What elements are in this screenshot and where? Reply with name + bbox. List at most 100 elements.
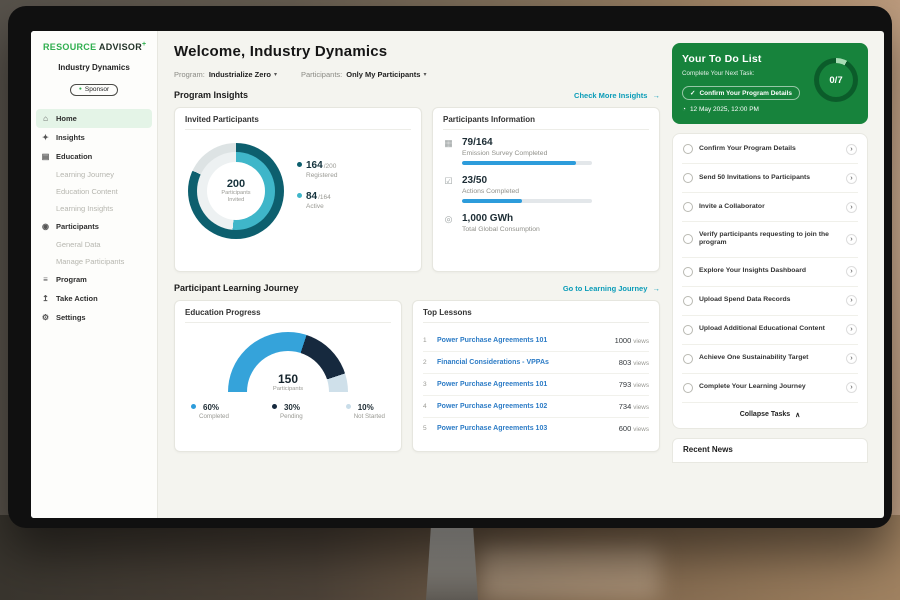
task-checkbox[interactable] [683,354,693,364]
chevron-right-icon[interactable]: › [846,353,857,364]
chevron-right-icon[interactable]: › [846,202,857,213]
background-highlight [480,545,660,600]
sidebar-item-learning-insights[interactable]: Learning Insights [31,200,157,217]
legend-value: 164 [306,160,323,171]
education-progress-card: Education Progress 150 Participants [174,300,402,452]
task-row[interactable]: Upload Spend Data Records › [682,287,858,316]
task-label: Explore Your Insights Dashboard [699,267,840,276]
logo-plus: + [142,41,146,48]
legend-entry-not-started: 10% Not Started [346,403,385,420]
org-block: Industry Dynamics ● Sponsor [31,61,157,104]
sidebar-item-participants[interactable]: ◉ Participants [31,217,157,236]
task-row[interactable]: Verify participants requesting to join t… [682,222,858,258]
legend-entry-active: 84 /164 Active [297,191,337,210]
legend-value: 84 [306,191,317,202]
lesson-link[interactable]: Power Purchase Agreements 101 [437,381,613,388]
sidebar-item-education-content[interactable]: Education Content [31,183,157,200]
sponsor-dot-icon: ● [79,87,82,92]
lesson-link[interactable]: Power Purchase Agreements 102 [437,403,613,410]
sidebar-item-settings[interactable]: ⚙ Settings [31,308,157,327]
legend-pct: 10% [358,403,374,412]
lesson-views: 1000views [615,336,649,345]
stat-label: Total Global Consumption [462,226,540,233]
page-title: Welcome, Industry Dynamics [174,43,660,60]
sidebar-item-label: Learning Insights [56,204,113,213]
org-name: Industry Dynamics [31,63,157,72]
legend-entry-completed: 60% Completed [191,403,229,420]
task-row[interactable]: Invite a Collaborator › [682,193,858,222]
chevron-right-icon[interactable]: › [846,234,857,245]
next-task-time-label: 12 May 2025, 12:00 PM [690,106,759,113]
legend-label: Registered [306,172,337,179]
link-label: Check More Insights [574,91,647,100]
task-row[interactable]: Achieve One Sustainability Target › [682,345,858,374]
program-filter-dropdown[interactable]: Program: Industrialize Zero ▾ [174,70,277,79]
sidebar-item-manage-participants[interactable]: Manage Participants [31,253,157,270]
donut-center-value: 200 [227,178,245,190]
recent-news-title: Recent News [683,445,733,454]
chevron-right-icon[interactable]: › [846,144,857,155]
learning-journey-header: Participant Learning Journey Go to Learn… [174,283,660,293]
legend-entry-registered: 164 /200 Registered [297,160,337,179]
legend-dot-active [297,193,302,198]
legend-dot-not-started [346,404,351,409]
sidebar-item-take-action[interactable]: ↥ Take Action [31,289,157,308]
collapse-tasks-label: Collapse Tasks [740,411,790,418]
stat-label: Actions Completed [462,188,592,195]
task-checkbox[interactable] [683,144,693,154]
task-checkbox[interactable] [683,325,693,335]
task-row[interactable]: Upload Additional Educational Content › [682,316,858,345]
chevron-right-icon[interactable]: › [846,266,857,277]
lesson-row: 2 Financial Considerations - VPPAs 803vi… [423,352,649,374]
task-checkbox[interactable] [683,202,693,212]
gauge-legend: 60% Completed 30% Pending [185,403,391,420]
lesson-link[interactable]: Financial Considerations - VPPAs [437,359,613,366]
sidebar-item-general-data[interactable]: General Data [31,236,157,253]
chevron-right-icon[interactable]: › [846,173,857,184]
sidebar-item-program[interactable]: ≡ Program [31,270,157,289]
survey-icon: ▦ [443,137,454,165]
invited-participants-card: Invited Participants 200 Participants In… [174,107,422,272]
sidebar-item-insights[interactable]: ✦ Insights [31,128,157,147]
participants-filter-dropdown[interactable]: Participants: Only My Participants ▾ [301,70,426,79]
logo-text-secondary: ADVISOR [99,42,142,52]
task-checkbox[interactable] [683,267,693,277]
go-to-learning-journey-link[interactable]: Go to Learning Journey → [563,284,660,293]
monitor-bezel: RESOURCE ADVISOR+ Industry Dynamics ● Sp… [8,6,892,528]
sponsor-badge: ● Sponsor [70,84,118,96]
clock-icon: ◔ [682,106,686,113]
chevron-down-icon: ▾ [274,71,277,78]
todo-summary-card: Your To Do List Complete Your Next Task:… [672,43,868,124]
task-checkbox[interactable] [683,383,693,393]
task-checkbox[interactable] [683,296,693,306]
lesson-views: 734views [619,402,649,411]
stat-global-consumption: ◎ 1,000 GWh Total Global Consumption [443,213,649,233]
lesson-rank: 4 [423,403,431,410]
lesson-link[interactable]: Power Purchase Agreements 103 [437,425,613,432]
legend-dot-registered [297,162,302,167]
task-checkbox[interactable] [683,234,693,244]
sidebar-item-learning-journey[interactable]: Learning Journey [31,166,157,183]
chevron-right-icon[interactable]: › [846,382,857,393]
chevron-right-icon[interactable]: › [846,324,857,335]
sidebar-item-education[interactable]: ▤ Education [31,147,157,166]
todo-progress-ring: 0/7 [814,58,858,102]
check-more-insights-link[interactable]: Check More Insights → [574,91,660,100]
participants-information-card: Participants Information ▦ 79/164 Emissi… [432,107,660,272]
task-row[interactable]: Complete Your Learning Journey › [682,374,858,403]
task-row[interactable]: Send 50 Invitations to Participants › [682,164,858,193]
next-task-pill[interactable]: ✓ Confirm Your Program Details [682,86,800,100]
chevron-right-icon[interactable]: › [846,295,857,306]
sidebar-item-home[interactable]: ⌂ Home [36,109,152,128]
stat-value: 1,000 GWh [462,213,540,224]
task-checkbox[interactable] [683,173,693,183]
task-row[interactable]: Explore Your Insights Dashboard › [682,258,858,287]
sponsor-badge-label: Sponsor [85,86,109,93]
lesson-link[interactable]: Power Purchase Agreements 101 [437,337,609,344]
link-label: Go to Learning Journey [563,284,648,293]
task-label: Confirm Your Program Details [699,145,840,154]
stat-value: 79/164 [462,137,592,148]
collapse-tasks-button[interactable]: Collapse Tasks ∧ [682,403,858,426]
chevron-down-icon: ▾ [423,71,426,78]
task-row[interactable]: Confirm Your Program Details › [682,135,858,164]
